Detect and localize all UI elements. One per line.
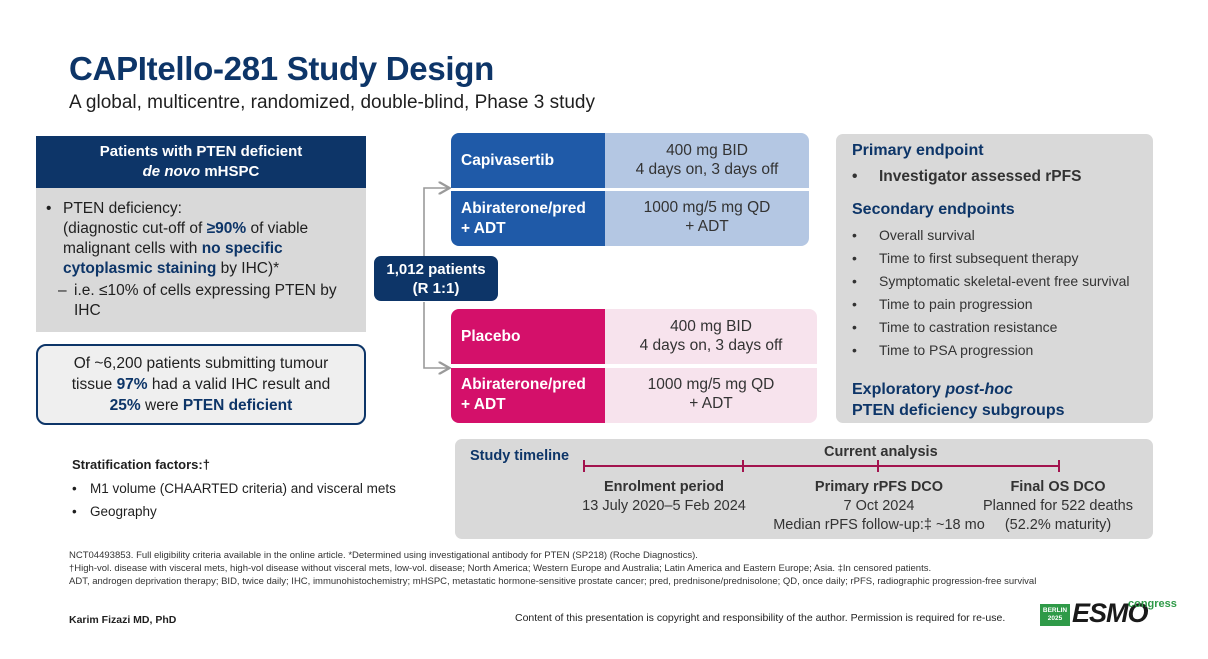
primary-endpoint-item: • Investigator assessed rPFS [852,168,1082,185]
stratification-title: Stratification factors:† [72,457,210,472]
footnote: ADT, androgen deprivation therapy; BID, … [69,576,1037,587]
arm-abiraterone-dose: 1000 mg/5 mg QD + ADT [605,191,809,246]
screening-result-box: Of ~6,200 patients submitting tumour tis… [36,344,366,425]
timeline-enrolment: Enrolment period 13 July 2020–5 Feb 2024 [582,479,746,514]
footnote: NCT04493853. Full eligibility criteria a… [69,550,698,561]
exploratory-endpoints-heading: Exploratory post-hoc PTEN deficiency sub… [852,381,1065,419]
esmo-logo: ESMO [1072,598,1149,628]
secondary-endpoint-item: • Time to first subsequent therapy [852,250,1079,266]
secondary-endpoint-item: • Time to pain progression [852,296,1033,312]
randomization-box: 1,012 patients (R 1:1) [374,256,498,301]
stratification-item: • M1 volume (CHAARTED criteria) and visce… [72,481,396,496]
secondary-endpoint-item: • Symptomatic skeletal-event free surviva… [852,273,1130,289]
secondary-endpoint-item: • Time to PSA progression [852,342,1034,358]
secondary-endpoints-heading: Secondary endpoints [852,201,1015,218]
arm-capivasertib-label: Capivasertib [451,133,605,188]
arm-abiraterone-label: Abiraterone/pred + ADT [451,368,605,423]
esmo-logo-badge: BERLIN 2025 [1040,604,1070,626]
arm-abiraterone-dose: 1000 mg/5 mg QD + ADT [605,368,817,423]
primary-endpoint-heading: Primary endpoint [852,142,984,159]
slide-title: CAPItello-281 Study Design [69,50,494,87]
secondary-endpoint-item: • Time to castration resistance [852,319,1058,335]
stratification-item: • Geography [72,504,157,519]
author-name: Karim Fizazi MD, PhD [69,614,177,626]
timeline-final-dco: Final OS DCO Planned for 522 deaths (52.… [983,479,1133,533]
timeline-panel [455,439,1153,539]
arm-capivasertib-dose: 400 mg BID 4 days on, 3 days off [605,133,809,188]
patients-criteria: • PTEN deficiency: (diagnostic cut-off o… [46,199,362,321]
arm-placebo-dose: 400 mg BID 4 days on, 3 days off [605,309,817,364]
secondary-endpoint-item: • Overall survival [852,227,975,243]
timeline-title: Study timeline [470,448,570,464]
copyright-notice: Content of this presentation is copyrigh… [515,612,1006,624]
timeline-axis [583,460,1060,472]
timeline-primary-dco: Primary rPFS DCO 7 Oct 2024 Median rPFS … [773,479,985,533]
footnote: †High-vol. disease with visceral mets, h… [69,563,932,574]
timeline-current-analysis: Current analysis [824,444,938,460]
arm-abiraterone-label: Abiraterone/pred + ADT [451,191,605,246]
esmo-congress-label: congress [1128,598,1177,610]
patients-heading: Patients with PTEN deficient de novo mHS… [36,136,366,188]
sub-criterion: i.e. ≤10% of cells expressing PTEN by IH… [74,282,337,319]
randomization-arrows [423,180,458,375]
endpoints-panel [836,134,1153,423]
arm-placebo-label: Placebo [451,309,605,364]
slide-subtitle: A global, multicentre, randomized, doubl… [69,92,595,113]
